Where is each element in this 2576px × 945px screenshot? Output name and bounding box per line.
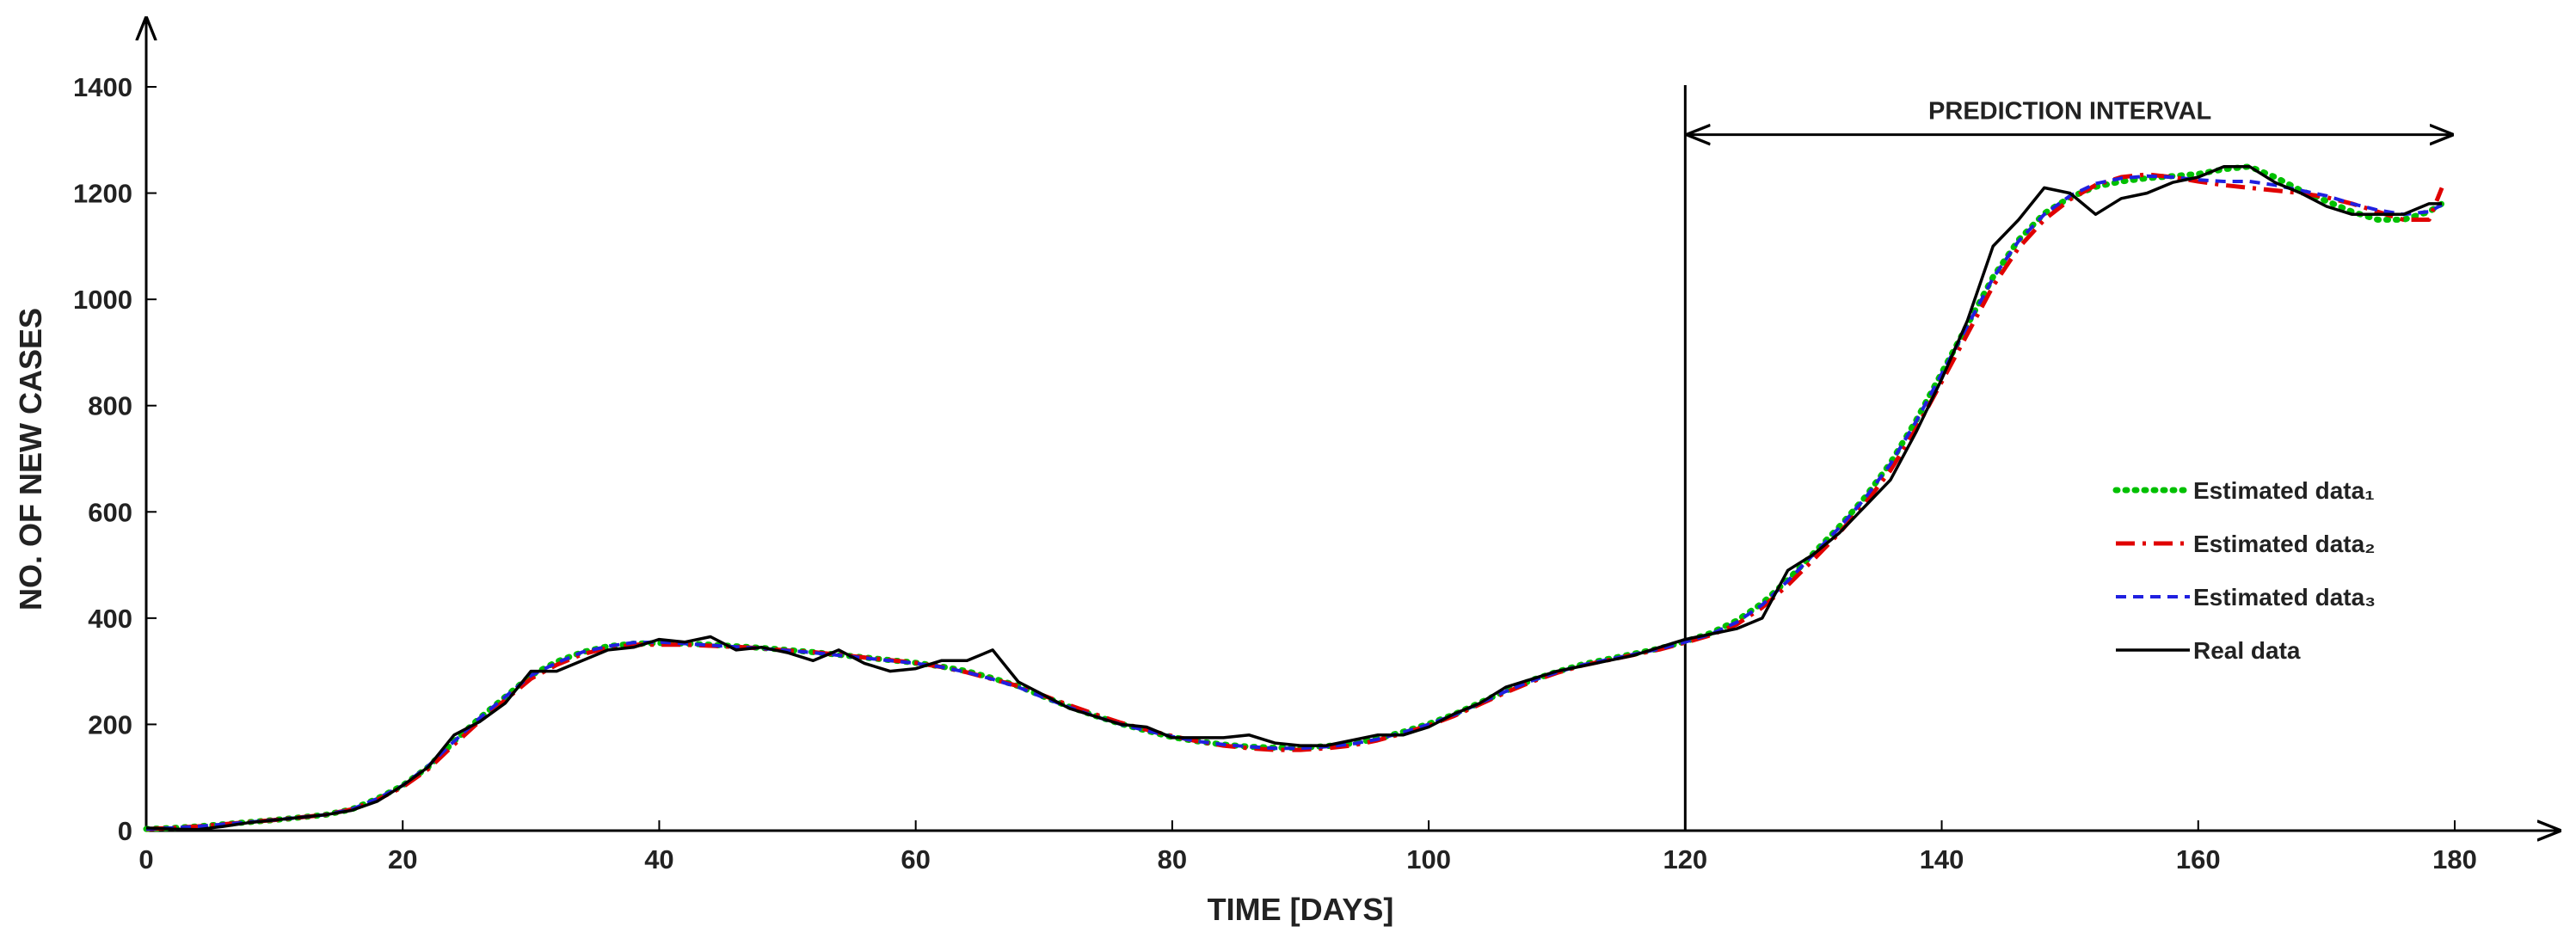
y-tick-label: 400 <box>88 604 132 634</box>
legend-label: Estimated data₁ <box>2193 477 2375 504</box>
x-tick-label: 20 <box>388 844 417 874</box>
series-line <box>145 172 2444 831</box>
legend-label: Estimated data₃ <box>2193 584 2376 611</box>
legend-label: Estimated data₂ <box>2193 531 2376 557</box>
y-tick-label: 600 <box>88 497 132 527</box>
series-line <box>143 163 2445 832</box>
x-tick-label: 160 <box>2176 844 2221 874</box>
x-tick-label: 100 <box>1406 844 1451 874</box>
y-axis-label: NO. OF NEW CASES <box>13 308 48 611</box>
series-line <box>145 174 2444 831</box>
y-tick-label: 800 <box>88 391 132 421</box>
x-tick-label: 0 <box>138 844 153 874</box>
x-tick-label: 40 <box>644 844 673 874</box>
y-tick-label: 1200 <box>73 179 132 209</box>
series-line <box>145 164 2443 831</box>
y-tick-label: 200 <box>88 709 132 739</box>
x-tick-label: 140 <box>1920 844 1964 874</box>
x-tick-label: 180 <box>2432 844 2477 874</box>
y-tick-label: 1400 <box>73 72 132 102</box>
prediction-label: PREDICTION INTERVAL <box>1928 98 2211 126</box>
y-tick-label: 1000 <box>73 285 132 315</box>
x-tick-label: 60 <box>901 844 930 874</box>
legend-label: Real data <box>2193 637 2301 664</box>
y-tick-label: 0 <box>118 816 132 846</box>
x-tick-label: 80 <box>1158 844 1187 874</box>
x-axis-label: TIME [DAYS] <box>1208 892 1394 927</box>
x-tick-label: 120 <box>1663 844 1707 874</box>
